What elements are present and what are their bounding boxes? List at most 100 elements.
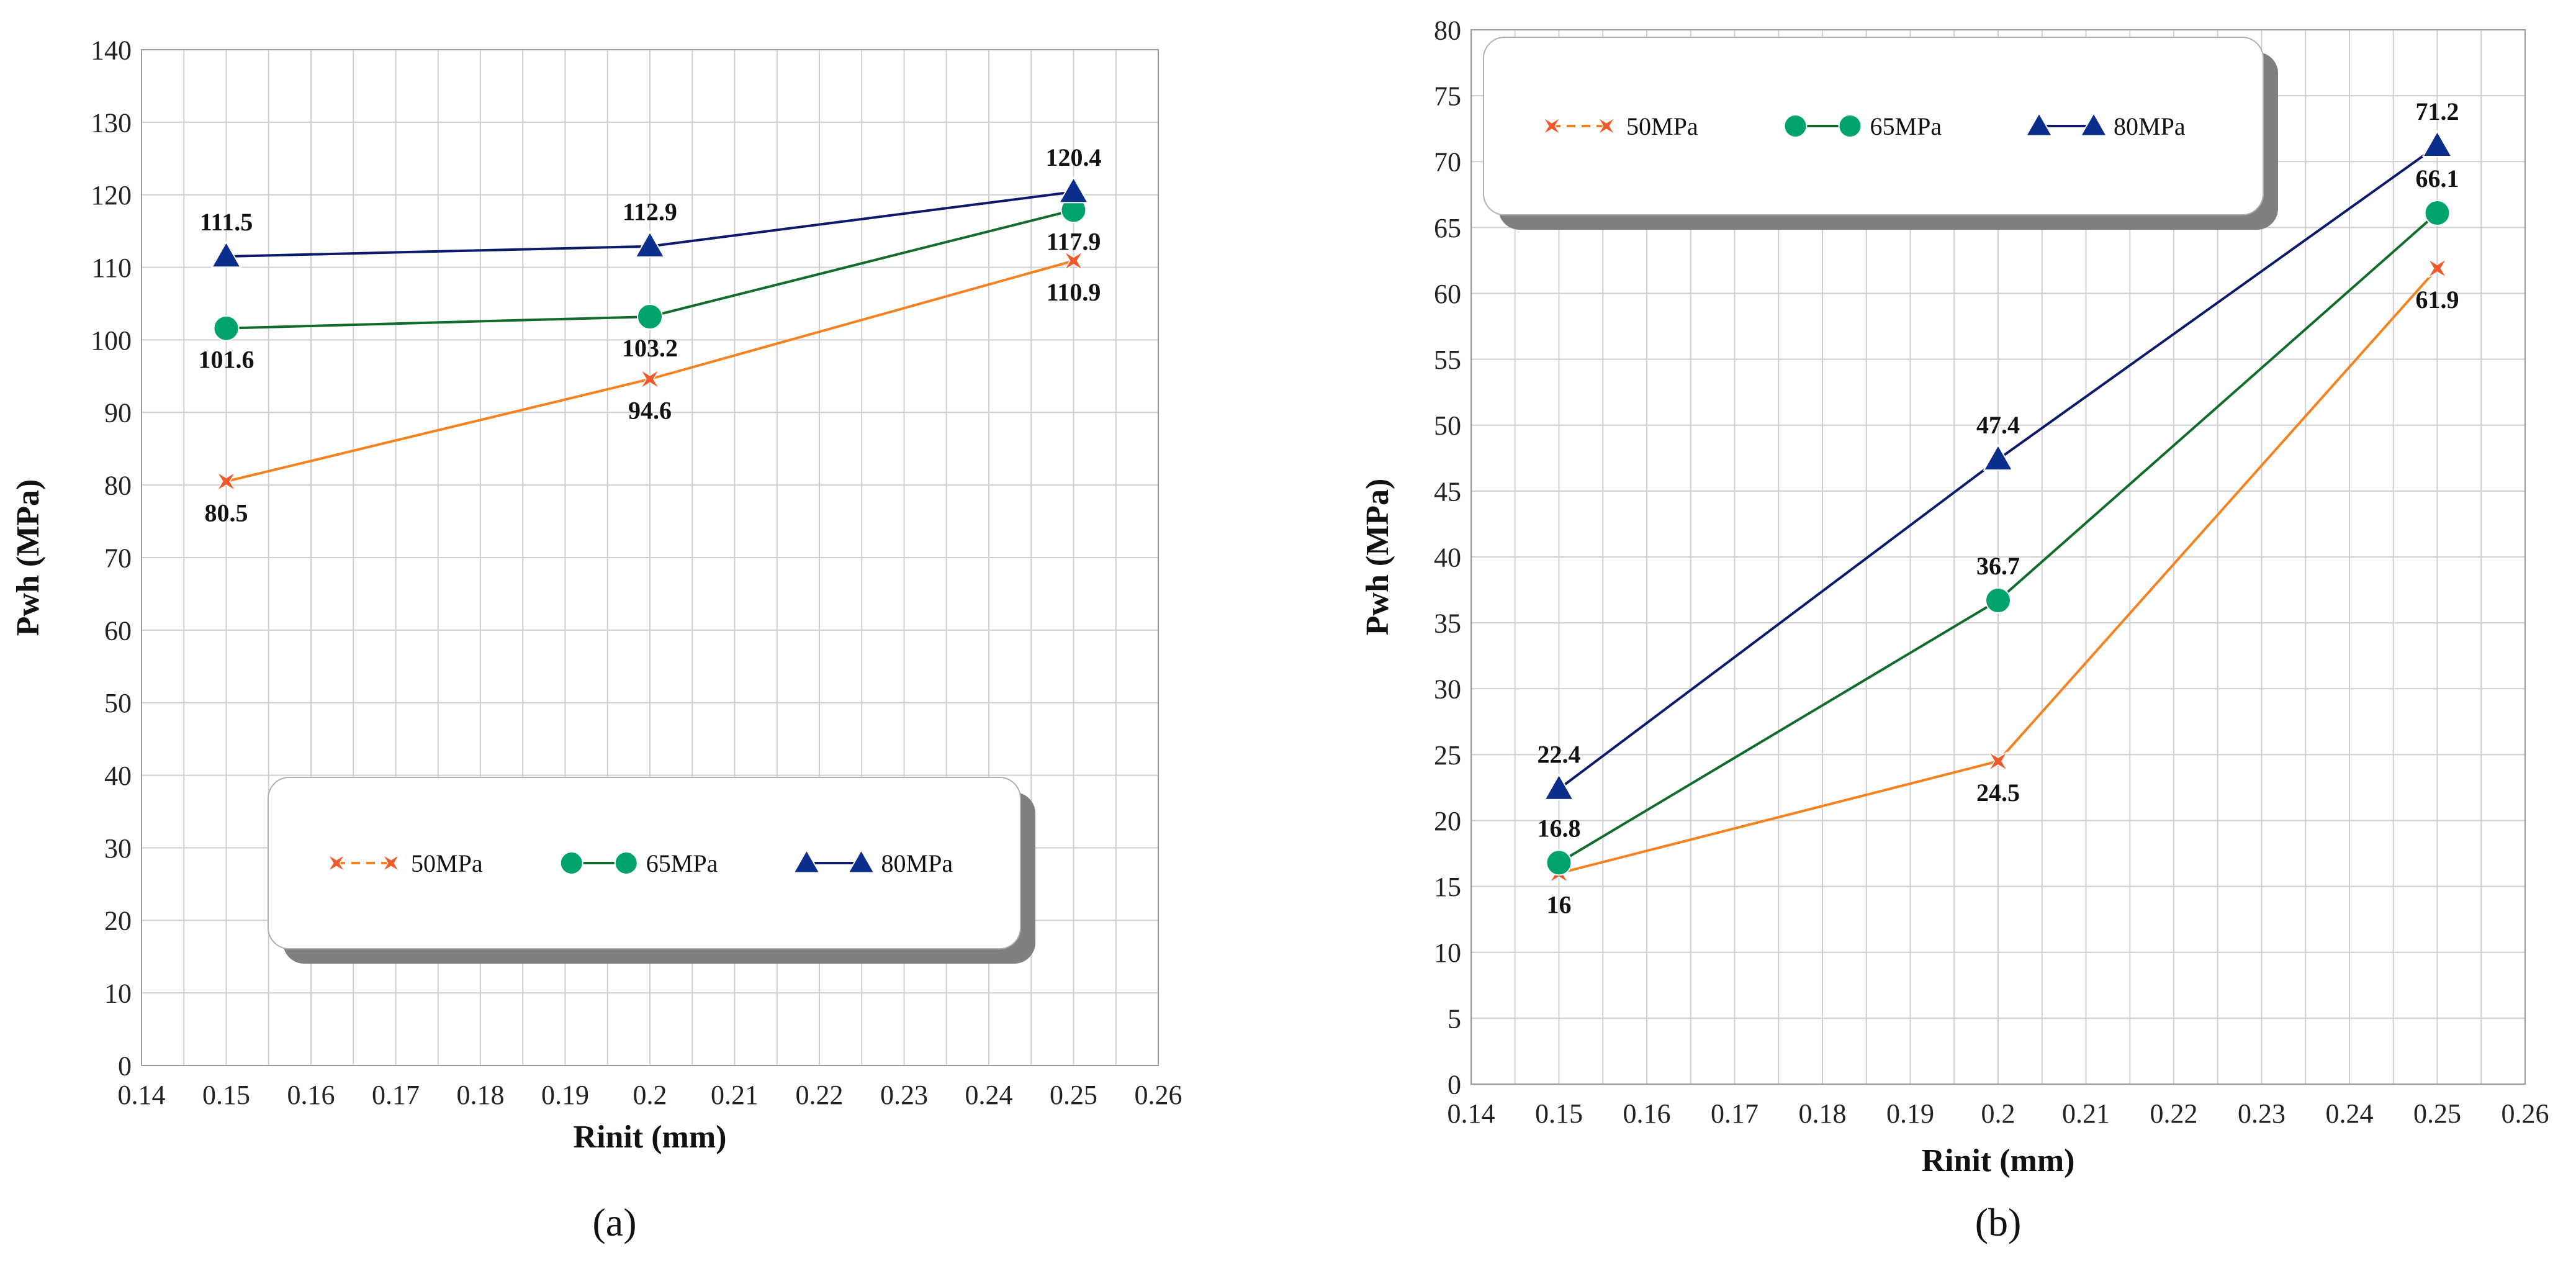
legend-marker <box>382 854 400 872</box>
legend-label: 80MPa <box>2114 112 2186 140</box>
x-tick-label: 0.26 <box>2502 1098 2549 1129</box>
legend-box <box>1483 37 2264 215</box>
data-label: 24.5 <box>1976 779 2020 807</box>
x-tick-label: 0.22 <box>796 1080 844 1110</box>
x-tick-label: 0.22 <box>2150 1098 2198 1129</box>
y-axis-label: Pwh (MPa) <box>1360 479 1395 636</box>
data-label: 112.9 <box>623 198 677 226</box>
x-tick-label: 0.21 <box>2062 1098 2110 1129</box>
x-tick-label: 0.14 <box>118 1080 166 1110</box>
y-tick-label: 140 <box>91 35 132 65</box>
legend: 50MPa 65MPa 80MPa <box>268 777 1035 964</box>
data-label: 117.9 <box>1047 227 1101 255</box>
x-axis-label: Rinit (mm) <box>1922 1143 2075 1178</box>
y-tick-label: 100 <box>91 325 132 356</box>
legend-marker <box>793 849 821 874</box>
legend-marker <box>1597 117 1616 135</box>
data-point <box>1543 773 1575 800</box>
legend-marker <box>847 849 875 874</box>
x-tick-label: 0.23 <box>2238 1098 2286 1129</box>
y-tick-label: 50 <box>104 688 132 718</box>
legend-label: 80MPa <box>881 849 953 877</box>
data-label: 80.5 <box>205 499 248 527</box>
data-label: 16 <box>1547 890 1572 918</box>
legend-marker <box>559 851 583 875</box>
data-label: 22.4 <box>1538 741 1581 769</box>
y-tick-label: 30 <box>1434 674 1461 705</box>
data-point <box>217 471 236 491</box>
data-label: 94.6 <box>628 397 672 425</box>
y-axis-label: Pwh (MPa) <box>11 479 46 636</box>
y-tick-label: 110 <box>92 253 132 283</box>
chart-panel-a: 0.14 0.15 0.16 0.17 0.18 0.19 0.2 0.21 0.22 0.23 0… <box>11 35 1182 1244</box>
x-tick-label: 0.16 <box>287 1080 335 1110</box>
y-tick-label: 10 <box>104 979 132 1009</box>
y-tick-label: 35 <box>1434 608 1461 639</box>
y-tick-label: 60 <box>104 615 132 646</box>
x-tick-label: 0.14 <box>1448 1098 1495 1129</box>
x-tick-label: 0.2 <box>1981 1098 2015 1129</box>
y-tick-label: 50 <box>1434 410 1461 441</box>
data-point <box>2421 130 2453 158</box>
legend-label: 50MPa <box>411 849 483 877</box>
y-tick-label: 40 <box>104 761 132 791</box>
plot-area-border <box>1470 29 2526 1085</box>
data-point <box>1988 751 2008 771</box>
legend-marker <box>2025 112 2053 137</box>
legend-marker <box>614 851 638 875</box>
series-80MPa: 22.4 47.4 71.2 <box>1538 97 2459 800</box>
y-tick-label: 65 <box>1434 213 1461 243</box>
x-tick-label: 0.18 <box>457 1080 505 1110</box>
y-tick-label: 80 <box>104 471 132 501</box>
data-label: 66.1 <box>2416 165 2459 192</box>
y-tick-label: 70 <box>1434 147 1461 178</box>
data-point <box>213 315 240 341</box>
data-label: 47.4 <box>1976 411 2020 439</box>
data-point <box>2428 258 2447 278</box>
data-point <box>1985 587 2011 614</box>
y-tick-label: 0 <box>118 1051 132 1081</box>
series-65MPa: 101.6 103.2 117.9 <box>199 197 1101 374</box>
legend-label: 65MPa <box>646 849 718 877</box>
y-tick-label: 70 <box>104 543 132 573</box>
data-label: 61.9 <box>2416 286 2459 314</box>
data-point <box>1064 251 1083 271</box>
legend-marker <box>327 854 346 872</box>
x-tick-label: 0.26 <box>1135 1080 1182 1110</box>
data-label: 16.8 <box>1538 814 1581 842</box>
chart-panel-b: 0.14 0.15 0.16 0.17 0.18 0.19 0.2 0.21 0.22 0.23 0… <box>1360 15 2549 1244</box>
y-tick-label: 130 <box>91 107 132 138</box>
data-label: 36.7 <box>1976 552 2020 580</box>
data-point <box>634 230 665 258</box>
x-tick-label: 0.16 <box>1623 1098 1671 1129</box>
x-tick-label: 0.17 <box>1711 1098 1759 1129</box>
legend-marker <box>1838 114 1862 138</box>
series-80MPa: 111.5 112.9 120.4 <box>200 143 1102 268</box>
legend-marker <box>1783 114 1808 138</box>
y-tick-label: 40 <box>1434 542 1461 572</box>
y-tick-label: 60 <box>1434 279 1461 309</box>
series-65MPa: 16.8 36.7 66.1 <box>1538 165 2459 876</box>
x-tick-label: 0.21 <box>711 1080 759 1110</box>
data-point <box>1058 176 1089 204</box>
x-tick-label: 0.25 <box>2413 1098 2461 1129</box>
y-tick-label: 90 <box>104 398 132 428</box>
x-tick-label: 0.18 <box>1799 1098 1847 1129</box>
x-tick-label: 0.15 <box>1535 1098 1583 1129</box>
y-tick-label: 20 <box>1434 806 1461 836</box>
data-point <box>210 241 242 268</box>
y-tick-label: 30 <box>104 833 132 864</box>
legend-marker <box>1542 117 1561 135</box>
legend-box <box>268 777 1021 949</box>
x-tick-label: 0.15 <box>202 1080 250 1110</box>
data-point <box>637 304 663 330</box>
legend-label: 65MPa <box>1870 112 1942 140</box>
y-tick-label: 55 <box>1434 345 1461 375</box>
panel-label: (b) <box>1975 1200 2022 1244</box>
y-tick-label: 45 <box>1434 476 1461 507</box>
y-tick-label: 20 <box>104 906 132 936</box>
legend-label: 50MPa <box>1626 112 1698 140</box>
y-tick-label: 0 <box>1448 1069 1461 1100</box>
y-tick-label: 15 <box>1434 872 1461 902</box>
